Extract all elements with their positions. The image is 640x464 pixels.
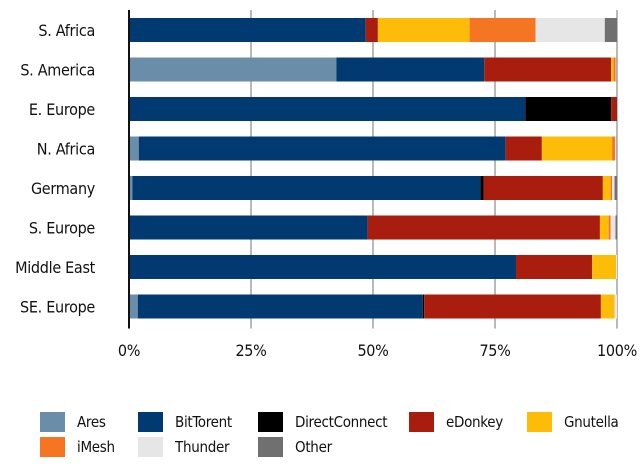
legend-swatch [138, 437, 163, 457]
category-label: E. Europe [29, 100, 96, 119]
bar-segment [469, 18, 536, 42]
category-label: SE. Europe [20, 298, 95, 317]
legend-label: iMesh [77, 438, 115, 456]
bar-segment [615, 136, 617, 161]
bar-segment [535, 18, 605, 42]
legend-item: DirectConnect [258, 412, 388, 432]
bar-segment [129, 255, 516, 279]
bar-segment [602, 176, 611, 200]
bar-segment [608, 215, 611, 240]
legend-item: BitTorent [138, 412, 232, 432]
legend-item: iMesh [40, 437, 115, 457]
legend-label: Thunder [175, 438, 230, 456]
legend-swatch [40, 437, 65, 457]
legend-swatch [409, 412, 434, 432]
legend: Ares BitTorent DirectConnect eDonkey Gnutell… [40, 412, 640, 464]
bar-segment [505, 136, 542, 161]
x-tick-label: 0% [118, 341, 140, 360]
bar-segment [480, 176, 484, 200]
bar-segment [525, 97, 612, 121]
legend-label: DirectConnect [295, 413, 388, 431]
bar-segment [614, 294, 617, 319]
category-label: Germany [31, 179, 96, 198]
bar-segment [129, 215, 368, 240]
bar-segment [614, 176, 617, 200]
bar-segment [541, 136, 613, 161]
bar-segment [129, 57, 337, 82]
bar-segment [132, 176, 481, 200]
legend-swatch [40, 412, 65, 432]
bar-segment [612, 176, 615, 200]
bar-segment [515, 255, 593, 279]
bar-segment [129, 294, 138, 319]
legend-label: Ares [77, 413, 106, 431]
legend-swatch [258, 437, 283, 457]
bar-segment [129, 136, 139, 161]
bar-segment [599, 215, 609, 240]
x-tick-label: 75% [479, 341, 510, 360]
legend-item: Gnutella [527, 412, 619, 432]
bar-segment [600, 294, 615, 319]
bar-segment [377, 18, 470, 42]
legend-swatch [527, 412, 552, 432]
legend-label: BitTorent [175, 413, 232, 431]
bar-segment [611, 57, 614, 82]
bar-segment [137, 294, 423, 319]
bar-segment [483, 176, 603, 200]
bar-segment [129, 97, 526, 121]
bar-segment [592, 255, 617, 279]
legend-item: Thunder [138, 437, 230, 457]
legend-swatch [138, 412, 163, 432]
bar-segment [610, 176, 613, 200]
bar-segment [611, 97, 617, 121]
legend-swatch [258, 412, 283, 432]
bar-segment [422, 294, 425, 319]
legend-label: Other [295, 438, 332, 456]
bar-segment [365, 18, 378, 42]
bar-segment [610, 215, 616, 240]
bar-segment [615, 215, 617, 240]
x-tick-label: 25% [235, 341, 266, 360]
bar-segment [613, 57, 616, 82]
bar-segment [616, 255, 617, 279]
category-label: S. Africa [38, 21, 95, 40]
x-tick-label: 50% [357, 341, 388, 360]
bar-segment [612, 136, 616, 161]
bar-segment [336, 57, 485, 82]
legend-label: Gnutella [564, 413, 619, 431]
bar-segment [129, 176, 133, 200]
bar-segment [129, 18, 366, 42]
category-label: S. Europe [29, 219, 96, 238]
bar-segment [484, 57, 612, 82]
stacked-bar-chart: S. Africa S. America E. Europe N. Africa Ger… [15, 10, 637, 360]
category-label: S. America [20, 61, 95, 80]
category-label: N. Africa [37, 140, 95, 159]
legend-label: eDonkey [446, 413, 503, 431]
bar-segment [138, 136, 506, 161]
category-label: Middle East [15, 258, 96, 277]
bar-segment [604, 18, 617, 42]
x-tick-label: 100% [597, 341, 637, 360]
legend-item: Other [258, 437, 332, 457]
legend-item: Ares [40, 412, 106, 432]
bar-segment [367, 215, 600, 240]
bar-segment [424, 294, 601, 319]
legend-item: eDonkey [409, 412, 503, 432]
bar-segment [615, 57, 617, 82]
